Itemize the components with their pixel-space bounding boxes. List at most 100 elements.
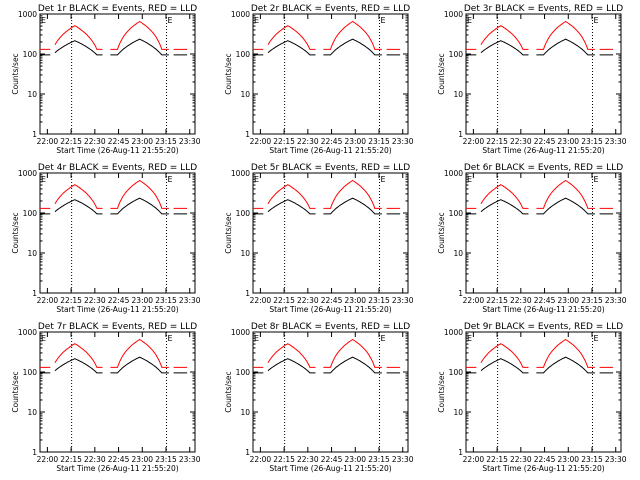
x-tick-label: 23:00 <box>131 455 153 464</box>
x-tick-label: 23:30 <box>179 296 201 305</box>
event-marker: E <box>167 16 172 25</box>
y-axis-label: Counts/sec <box>224 53 233 94</box>
x-tick-label: 23:15 <box>155 455 177 464</box>
event-marker: E <box>467 334 472 343</box>
x-tick-label: 23:30 <box>605 137 627 146</box>
plot-frame <box>465 172 622 294</box>
event-marker: E <box>254 175 259 184</box>
y-tick-label: 1 <box>458 130 463 139</box>
y-tick-label: 100 <box>23 209 38 218</box>
y-tick-label: 100 <box>449 209 464 218</box>
event-marker: E <box>41 175 46 184</box>
y-tick-label: 1000 <box>18 328 37 337</box>
panel-title: Det 1r BLACK = Events, RED = LLD <box>38 4 197 14</box>
plot-frame <box>39 331 196 453</box>
x-axis-label: Start Time (26-Aug-11 21:55:20) <box>56 146 178 155</box>
x-tick-label: 23:00 <box>557 137 579 146</box>
x-axis-label: Start Time (26-Aug-11 21:55:20) <box>269 146 391 155</box>
x-tick-label: 22:00 <box>37 296 59 305</box>
x-tick-label: 22:30 <box>84 455 106 464</box>
lld-series-line <box>40 179 188 209</box>
y-tick-label: 1000 <box>231 10 250 19</box>
x-tick-label: 22:45 <box>534 137 556 146</box>
y-tick-label: 100 <box>449 368 464 377</box>
y-tick-label: 1 <box>245 289 250 298</box>
y-tick-label: 1 <box>32 130 37 139</box>
x-tick-label: 22:30 <box>510 137 532 146</box>
chart-panel-4: Det 4r BLACK = Events, RED = LLD 1 10 100 10… <box>11 163 201 314</box>
y-tick-label: 10 <box>240 90 250 99</box>
y-tick-label: 1000 <box>18 169 37 178</box>
event-marker: E <box>380 175 385 184</box>
events-series-line <box>253 356 401 374</box>
y-axis-label: Counts/sec <box>224 212 233 253</box>
chart-panel-1: Det 1r BLACK = Events, RED = LLD 1 10 100 10… <box>11 4 201 155</box>
event-marker: E <box>167 334 172 343</box>
panel-title: Det 8r BLACK = Events, RED = LLD <box>251 322 410 332</box>
x-tick-label: 22:15 <box>60 137 82 146</box>
lld-series-line <box>40 20 188 50</box>
y-tick-label: 100 <box>236 50 251 59</box>
chart-panel-3: Det 3r BLACK = Events, RED = LLD 1 10 100 10… <box>437 4 627 155</box>
event-marker: E <box>167 175 172 184</box>
chart-panel-8: Det 8r BLACK = Events, RED = LLD 1 10 100 10… <box>224 322 414 473</box>
x-tick-label: 22:00 <box>250 455 272 464</box>
x-tick-label: 23:00 <box>557 296 579 305</box>
events-series-line <box>466 38 614 56</box>
event-marker: E <box>254 334 259 343</box>
x-tick-label: 23:30 <box>605 455 627 464</box>
x-tick-label: 22:30 <box>297 296 319 305</box>
x-tick-label: 22:00 <box>463 296 485 305</box>
events-series-line <box>253 197 401 215</box>
y-tick-label: 1000 <box>444 10 463 19</box>
y-axis-label: Counts/sec <box>224 371 233 412</box>
y-tick-label: 10 <box>453 408 463 417</box>
y-axis-label: Counts/sec <box>437 371 446 412</box>
x-tick-label: 23:30 <box>179 455 201 464</box>
x-axis-label: Start Time (26-Aug-11 21:55:20) <box>482 146 604 155</box>
event-marker: E <box>593 16 598 25</box>
x-tick-label: 23:15 <box>581 455 603 464</box>
lld-series-line <box>253 338 401 368</box>
chart-panel-5: Det 5r BLACK = Events, RED = LLD 1 10 100 10… <box>224 163 414 314</box>
x-tick-label: 22:15 <box>486 137 508 146</box>
x-tick-label: 22:15 <box>60 296 82 305</box>
y-tick-label: 100 <box>23 368 38 377</box>
y-tick-label: 1000 <box>444 169 463 178</box>
y-tick-label: 1000 <box>231 328 250 337</box>
events-series-line <box>40 38 188 56</box>
chart-panel-6: Det 6r BLACK = Events, RED = LLD 1 10 100 10… <box>437 163 627 314</box>
plot-frame <box>465 331 622 453</box>
x-tick-label: 22:15 <box>486 455 508 464</box>
x-tick-label: 22:30 <box>84 296 106 305</box>
x-tick-label: 22:30 <box>510 296 532 305</box>
plot-frame <box>39 172 196 294</box>
x-tick-label: 23:00 <box>344 296 366 305</box>
x-tick-label: 23:30 <box>392 296 414 305</box>
x-tick-label: 23:00 <box>131 296 153 305</box>
x-tick-label: 22:00 <box>37 137 59 146</box>
lld-series-line <box>466 179 614 209</box>
x-tick-label: 22:15 <box>273 137 295 146</box>
panel-title: Det 6r BLACK = Events, RED = LLD <box>464 163 623 173</box>
event-marker: E <box>254 16 259 25</box>
y-tick-label: 100 <box>236 368 251 377</box>
events-series-line <box>40 356 188 374</box>
panel-title: Det 5r BLACK = Events, RED = LLD <box>251 163 410 173</box>
y-tick-label: 10 <box>240 408 250 417</box>
x-tick-label: 22:45 <box>108 455 130 464</box>
plot-frame <box>465 13 622 135</box>
x-tick-label: 22:45 <box>321 296 343 305</box>
y-tick-label: 10 <box>453 90 463 99</box>
event-marker: E <box>41 16 46 25</box>
panel-title: Det 3r BLACK = Events, RED = LLD <box>464 4 623 14</box>
x-tick-label: 23:15 <box>368 296 390 305</box>
y-axis-label: Counts/sec <box>11 371 20 412</box>
x-axis-label: Start Time (26-Aug-11 21:55:20) <box>269 305 391 314</box>
x-tick-label: 22:15 <box>273 296 295 305</box>
x-tick-label: 22:45 <box>108 137 130 146</box>
x-tick-label: 22:30 <box>510 455 532 464</box>
x-tick-label: 22:15 <box>486 296 508 305</box>
y-tick-label: 1000 <box>18 10 37 19</box>
